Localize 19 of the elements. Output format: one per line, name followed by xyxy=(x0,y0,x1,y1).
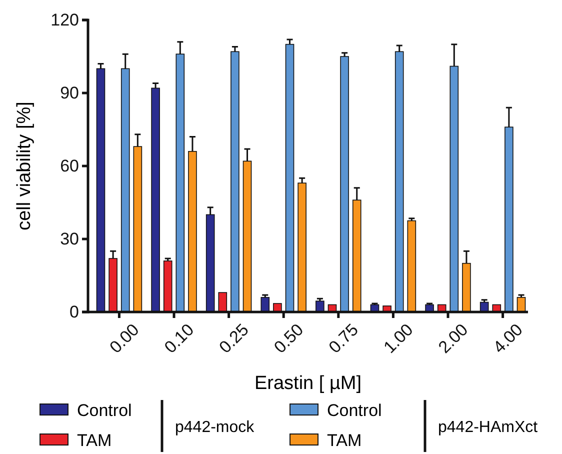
x-tick-label: 4.00 xyxy=(490,320,526,358)
text: p442-HAmXct xyxy=(438,419,538,436)
x-tick-label: 0.25 xyxy=(216,320,252,358)
legend-label: Control xyxy=(77,401,132,420)
y-axis-title: cell viability [%] xyxy=(14,102,35,230)
x-tick-label: 0.50 xyxy=(270,320,308,358)
legend-label: Control xyxy=(327,401,382,420)
text: p442-mock xyxy=(175,419,256,436)
x-tick-label: 0.75 xyxy=(325,320,362,358)
y-tick-label: 30 xyxy=(60,229,79,248)
y-tick-label: 90 xyxy=(60,83,79,102)
x-axis-title: Erastin [ µM] xyxy=(254,373,362,394)
y-tick-label: 120 xyxy=(50,10,79,30)
legend-label: TAM xyxy=(77,431,112,450)
y-tick-label: 0 xyxy=(70,302,79,322)
y-tick-label: 60 xyxy=(60,156,79,176)
x-tick-label: 0.00 xyxy=(106,320,143,358)
x-tick-label: 0.10 xyxy=(160,320,198,358)
legend-label: TAM xyxy=(327,431,362,450)
